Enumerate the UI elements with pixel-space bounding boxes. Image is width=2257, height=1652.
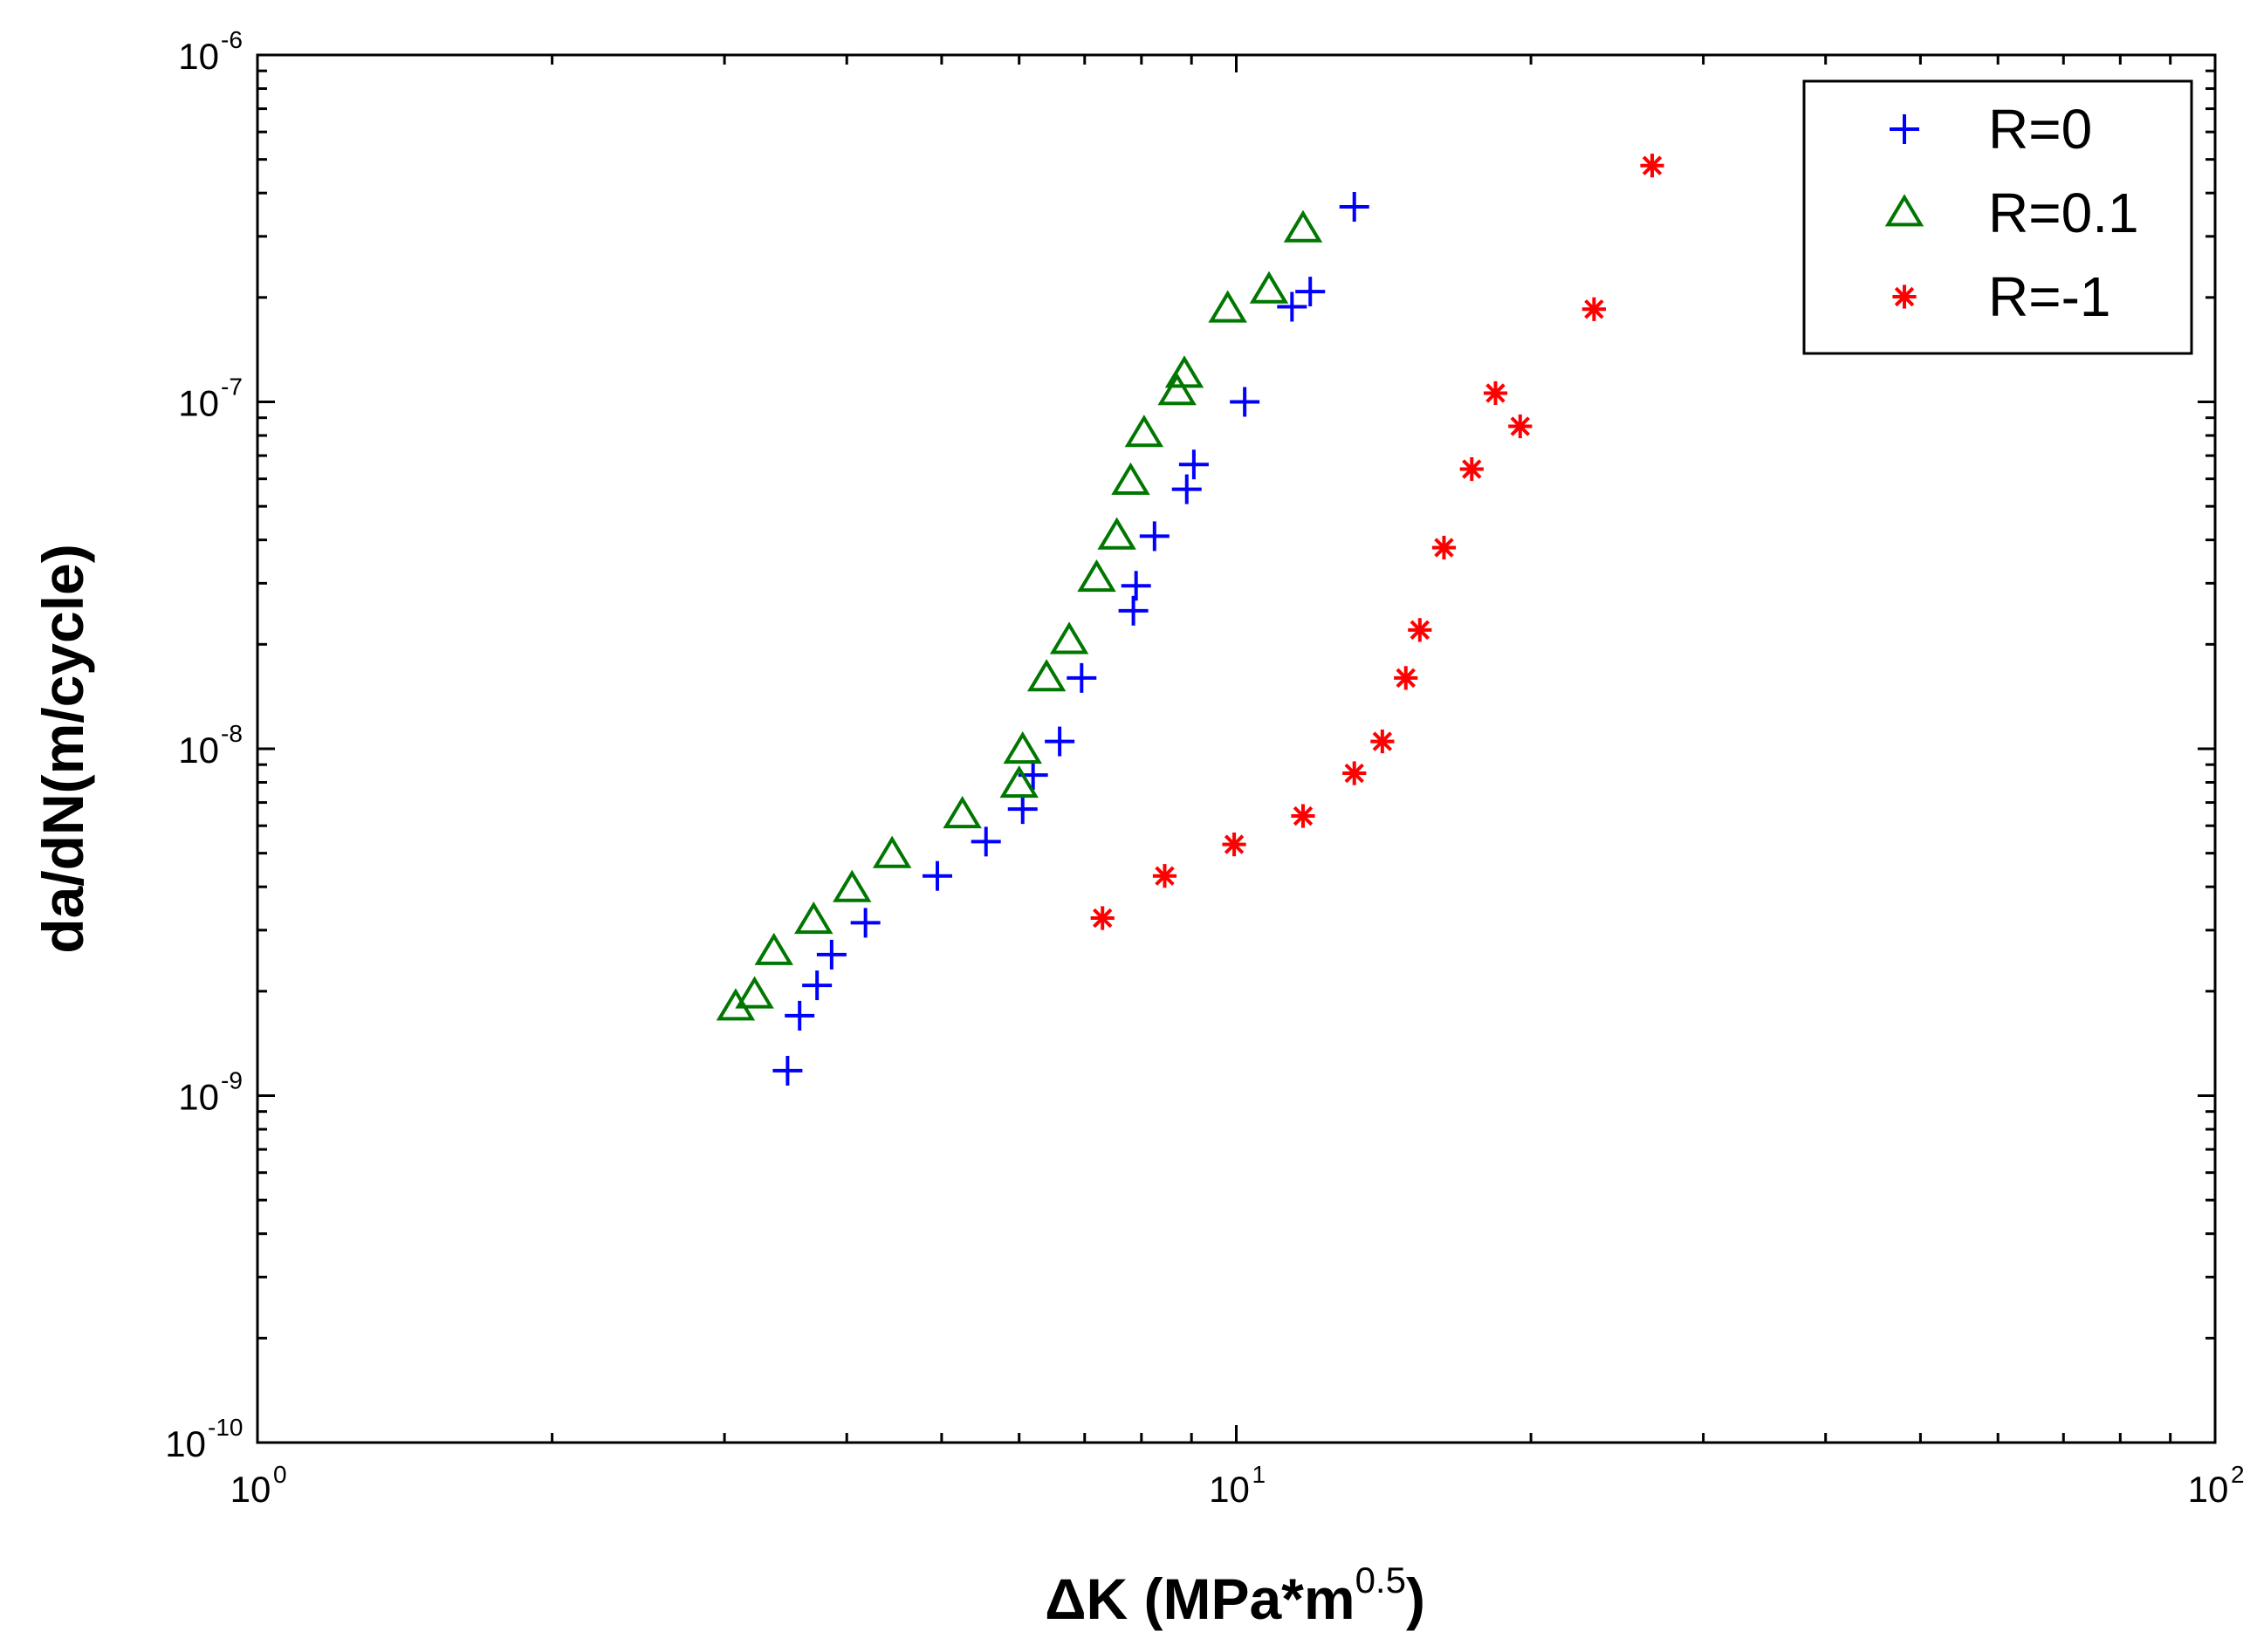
x-axis-title-superscript: 0.5	[1355, 1559, 1406, 1601]
data-point	[1339, 191, 1369, 222]
data-point	[1067, 662, 1097, 693]
x-tick-label: 10	[230, 1469, 271, 1510]
data-point	[1139, 521, 1170, 552]
legend: R=0 R=0.1 R=-1	[1802, 79, 2193, 355]
data-point	[1408, 618, 1432, 642]
y-tick-label-exponent: -10	[208, 1414, 243, 1441]
data-point	[1291, 804, 1315, 828]
data-point	[1581, 297, 1606, 321]
data-point	[1483, 380, 1508, 406]
legend-entries: R=0 R=0.1 R=-1	[1884, 98, 2139, 328]
y-tick-label: 10	[178, 383, 219, 424]
data-point	[850, 908, 881, 938]
data-point	[1508, 414, 1533, 439]
data-point	[785, 1000, 815, 1031]
y-tick-label-exponent: -9	[221, 1067, 243, 1094]
data-point	[1164, 355, 1204, 388]
data-point	[1394, 666, 1418, 690]
data-point	[1118, 595, 1149, 626]
x-tick-label-exponent: 0	[273, 1461, 287, 1488]
data-point	[971, 826, 1001, 857]
data-point	[1111, 462, 1150, 495]
data-point	[1370, 729, 1395, 754]
axis-ticks	[257, 55, 2215, 1443]
data-point	[1171, 474, 1202, 504]
data-point	[1090, 906, 1115, 930]
data-point	[1230, 387, 1260, 417]
y-tick-label-exponent: -7	[221, 374, 243, 401]
series-triangle	[716, 209, 1323, 1021]
data-point	[1342, 761, 1367, 785]
data-point	[1152, 864, 1177, 888]
y-tick-label-exponent: -6	[221, 26, 243, 53]
x-axis-title-main: ΔK (MPa*m	[1045, 1566, 1355, 1631]
x-tick-labels: 10 0 10 1 10 2	[230, 1461, 2245, 1510]
legend-label: R=0.1	[1988, 182, 2139, 244]
data-point	[1208, 290, 1247, 323]
x-axis-title-close: )	[1406, 1566, 1425, 1631]
data-point	[772, 1055, 803, 1086]
data-point	[1249, 271, 1289, 304]
data-point	[1124, 415, 1164, 448]
data-point	[1045, 726, 1075, 757]
x-tick-label-exponent: 1	[1252, 1461, 1266, 1488]
y-axis-title: da/dN(m/cycle)	[31, 544, 95, 953]
data-point	[1157, 373, 1197, 406]
y-tick-label: 10	[178, 36, 219, 77]
data-point	[1077, 559, 1116, 593]
legend-label: R=-1	[1988, 265, 2111, 328]
y-tick-label-exponent: -8	[221, 720, 243, 747]
data-point	[1026, 659, 1067, 692]
data-point	[1222, 833, 1246, 857]
data-point	[1295, 277, 1326, 307]
legend-marker	[1890, 114, 1919, 144]
data-point	[802, 970, 833, 1001]
series-asterisk	[1090, 154, 1664, 930]
data-point	[1003, 730, 1042, 764]
data-point	[1640, 154, 1664, 178]
data-point	[1277, 291, 1307, 322]
y-tick-label: 10	[178, 730, 219, 771]
data-point	[754, 932, 793, 965]
x-tick-label: 10	[2188, 1469, 2229, 1510]
data-point	[833, 869, 872, 902]
data-point	[999, 764, 1039, 799]
data-point	[1431, 535, 1457, 560]
legend-marker	[1884, 194, 1924, 227]
data-point	[1049, 621, 1089, 655]
legend-label: R=0	[1988, 98, 2092, 161]
data-point	[922, 860, 952, 891]
data-point	[1121, 571, 1151, 601]
x-axis-title: ΔK (MPa*m0.5)	[1045, 1559, 1425, 1631]
data-point	[816, 939, 847, 970]
data-point	[735, 976, 774, 1009]
data-point	[794, 901, 834, 935]
y-tick-label: 10	[178, 1077, 219, 1118]
legend-box	[1802, 79, 2193, 355]
data-point	[872, 835, 912, 868]
data-point	[943, 795, 982, 829]
legend-marker	[1892, 284, 1917, 309]
data-point	[1459, 456, 1484, 482]
data-point	[1283, 209, 1323, 243]
data-point	[1097, 517, 1136, 550]
x-tick-label-exponent: 2	[2231, 1461, 2245, 1488]
data-markers	[716, 154, 1664, 1086]
data-point	[1007, 794, 1038, 825]
y-tick-label: 10	[165, 1423, 206, 1464]
series-plus	[772, 191, 1369, 1086]
x-tick-label: 10	[1209, 1469, 1250, 1510]
data-point	[1178, 449, 1209, 480]
